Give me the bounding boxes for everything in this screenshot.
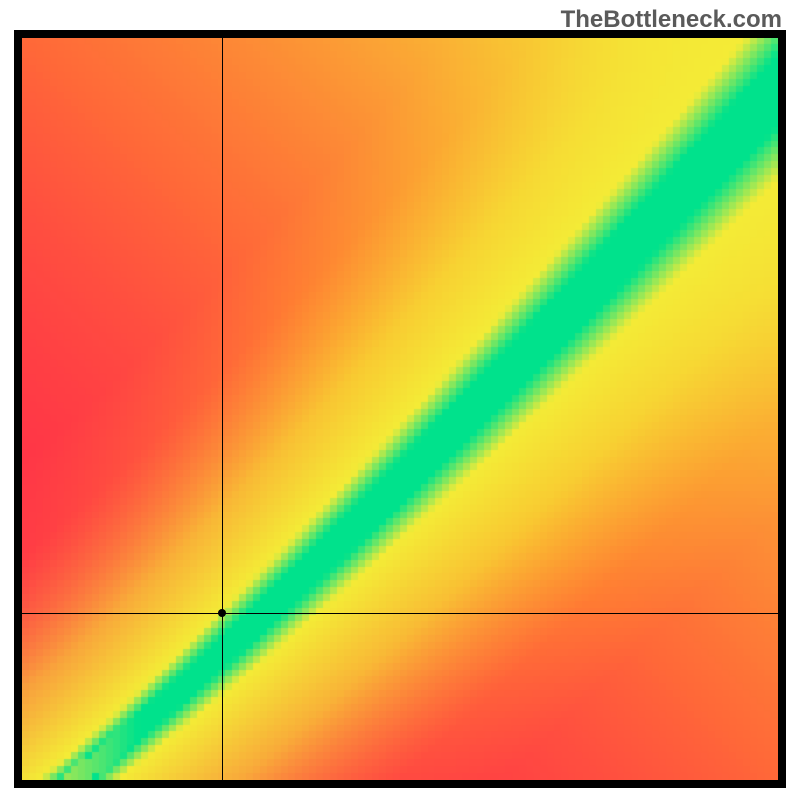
crosshair-vertical [222,38,223,780]
heatmap-canvas [22,38,778,780]
chart-container: TheBottleneck.com [0,0,800,800]
crosshair-horizontal [22,613,778,614]
watermark-text: TheBottleneck.com [561,6,782,34]
chart-frame [14,30,786,788]
